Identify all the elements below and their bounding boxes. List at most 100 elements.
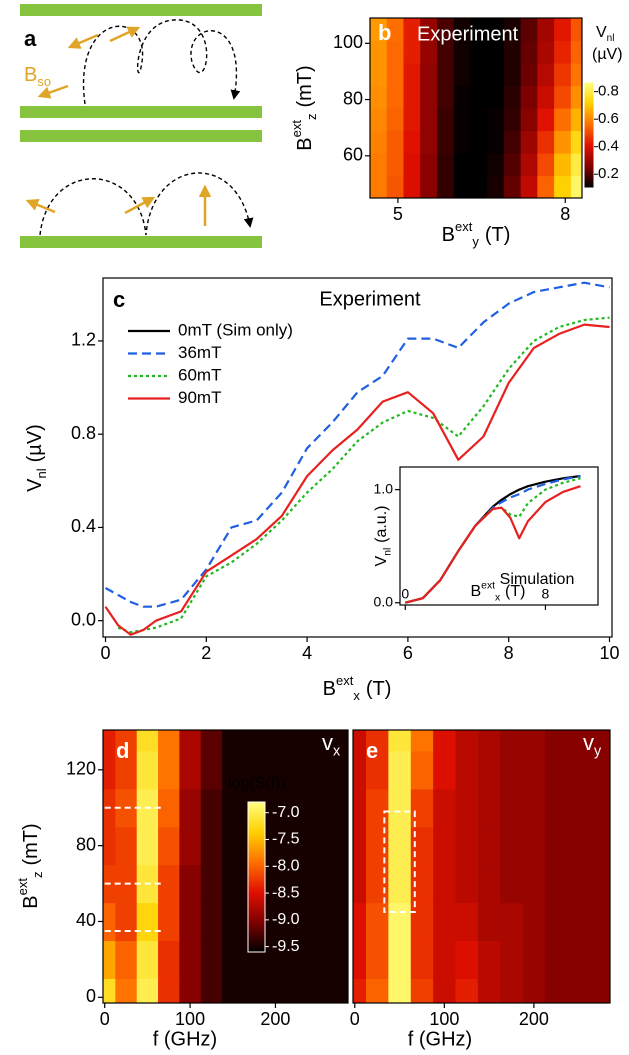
heatmap-cell (264, 788, 287, 828)
x-axis-label: f (GHz) (408, 1028, 472, 1050)
x-axis-label-sup: ext (481, 580, 495, 591)
heatmap-cell (567, 940, 591, 979)
heatmap-cell (436, 63, 455, 87)
heatmap-cell (520, 18, 538, 42)
heatmap-cell (487, 63, 505, 87)
heatmap-cell (353, 902, 367, 942)
heatmap-cell (470, 153, 488, 177)
heatmap-cell (328, 730, 348, 752)
heatmap-cell (554, 18, 572, 42)
heatmap-cell (522, 864, 546, 904)
y-tick-label: 0 (86, 986, 96, 1006)
legend-label: 0mT (Sim only) (178, 320, 293, 339)
heatmap-cell (222, 978, 245, 1003)
heatmap-cell (522, 788, 546, 828)
heatmap-cell (436, 153, 455, 177)
spin-arrow (124, 196, 156, 215)
y-axis-label-sub: z (30, 872, 45, 879)
heatmap-cell (436, 130, 455, 154)
heatmap-cell (136, 902, 159, 942)
heatmap-cell (370, 63, 388, 87)
heatmap-cell (365, 826, 389, 866)
x-axis-label: Bextx (T) (471, 580, 526, 603)
colorbar-tick-label: 0.2 (598, 165, 619, 182)
heatmap-cell (455, 788, 479, 828)
y-axis-label-unit: (mT) (294, 65, 316, 107)
x-axis-label-unit: (T) (485, 224, 511, 246)
heatmap-cell (453, 130, 472, 154)
chart-title: vy (583, 730, 602, 760)
x-tick-label: 200 (519, 1009, 549, 1029)
heatmap-cell (403, 18, 421, 42)
panel-letter: a (24, 26, 37, 51)
heatmap-cell (570, 175, 582, 198)
heatmap-cell (403, 40, 421, 64)
heatmap-cell (222, 940, 245, 979)
heatmap-cell (286, 750, 309, 790)
heatmap-cell (115, 902, 138, 942)
heatmap-cell (567, 978, 591, 1003)
heatmap-cell (500, 730, 524, 752)
heatmap-cell (243, 750, 266, 790)
chart-title: Experiment (417, 23, 519, 45)
heatmap-cell (328, 978, 348, 1003)
heatmap-cell (286, 940, 309, 979)
x-tick-label: 8 (560, 204, 570, 224)
y-axis-label: Bextz (mT) (15, 823, 45, 908)
heatmap-cell (286, 902, 309, 942)
heatmap-cell (487, 108, 505, 132)
x-tick-label: 200 (260, 1009, 290, 1029)
heatmap-cell (545, 730, 569, 752)
chart-title-base: v (322, 730, 333, 755)
heatmap-cell (136, 940, 159, 979)
heatmap-cell (436, 108, 455, 132)
heatmap-cell (500, 902, 524, 942)
heatmap-cell (179, 788, 202, 828)
y-axis-label-sub: nl (382, 548, 393, 556)
heatmap-cell (179, 978, 202, 1003)
heatmap-cell (103, 750, 116, 790)
heatmap-cell (328, 750, 348, 790)
x-tick-label: 100 (175, 1009, 205, 1029)
x-tick-label: 0 (350, 1009, 360, 1029)
heatmap-cell (537, 63, 555, 87)
heatmap-cell (115, 730, 138, 752)
heatmap-cell (436, 175, 455, 198)
heatmap-cell (570, 130, 582, 154)
line (117, 316, 610, 634)
heatmap-cell (503, 40, 522, 64)
heatmap-cell (410, 750, 434, 790)
x-tick-label: 10 (599, 643, 619, 663)
heatmap-cell (388, 940, 412, 979)
heatmap-cell (403, 153, 421, 177)
heatmap-cell (365, 864, 389, 904)
heatmap-cell (545, 750, 569, 790)
heatmap-cell (453, 85, 472, 109)
heatmap-cell (200, 940, 223, 979)
heatmap-cell (503, 153, 522, 177)
heatmap-cell (179, 902, 202, 942)
heatmap-cell (370, 108, 388, 132)
heatmap-cell (264, 902, 287, 942)
x-axis-label-sup: ext (336, 673, 354, 688)
heatmap-cell (567, 864, 591, 904)
x-axis-label-unit: (T) (366, 678, 392, 700)
heatmap-cell (403, 175, 421, 198)
colorbar-label-unit: (µV) (592, 46, 623, 63)
heatmap-cell (365, 750, 389, 790)
heatmap-cell (537, 18, 555, 42)
heatmap-cell (420, 175, 438, 198)
y-axis-label-unit: (µV) (24, 424, 46, 462)
heatmap-cell (200, 730, 223, 752)
heatmap-cell (353, 978, 367, 1003)
heatmap-cell (545, 864, 569, 904)
heatmap-cell (386, 63, 405, 87)
trajectory (39, 172, 254, 236)
heatmap-cell (433, 826, 457, 866)
heatmap-cell (589, 750, 610, 790)
y-axis-label: Vnl (a.u.) (373, 506, 393, 567)
heatmap-cell (537, 108, 555, 132)
heatmap-cell (388, 902, 412, 942)
x-axis-label-base: B (323, 678, 336, 700)
